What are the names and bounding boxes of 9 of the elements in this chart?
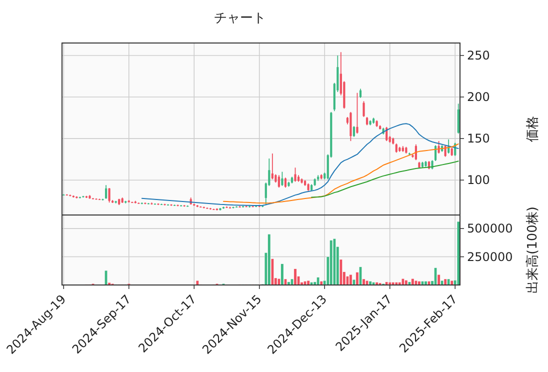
chart-title: チャート [214, 11, 266, 26]
y-tick-label: 150 [467, 132, 490, 146]
y-axis-title: 出来高(100株) [524, 206, 540, 294]
y-axis-title: 価格 [526, 116, 540, 142]
y-tick-label: 200 [467, 90, 490, 104]
y-tick-label: 500000 [467, 222, 513, 236]
y-tick-label: 250 [467, 48, 490, 62]
y-tick-label: 100 [467, 173, 490, 188]
y-tick-label: 250000 [467, 250, 513, 264]
